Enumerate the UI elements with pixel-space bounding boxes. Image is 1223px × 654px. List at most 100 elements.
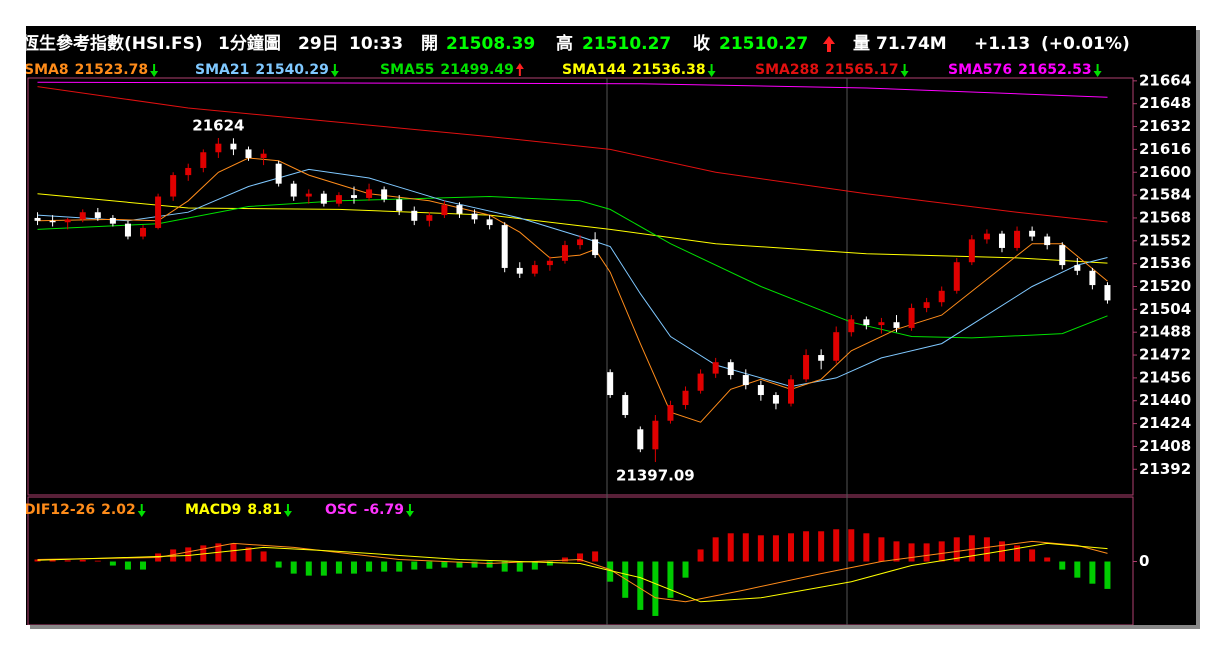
legend-name: DIF12-26: [24, 502, 95, 518]
histogram-bar: [335, 561, 342, 574]
histogram-bar: [637, 561, 644, 610]
candle-body: [1104, 285, 1111, 301]
candle-body: [185, 167, 192, 176]
candle-body: [320, 193, 327, 204]
candle-body: [592, 239, 599, 256]
legend-value: 8.81: [247, 502, 282, 518]
legend-entry: MACD9 8.81: [185, 502, 282, 518]
histogram-bar: [1044, 557, 1051, 562]
y-tick-label: 21424: [1139, 414, 1191, 432]
candle-body: [833, 332, 840, 361]
candle-body: [79, 212, 86, 220]
candle-body: [788, 379, 795, 404]
y-tick-label: 21664: [1139, 71, 1191, 89]
histogram-bar: [170, 549, 177, 562]
y-tick-label: 21392: [1139, 460, 1191, 478]
histogram-bar: [230, 543, 237, 562]
trend-arrow: [707, 64, 716, 77]
header-value: 21508.39: [446, 34, 535, 54]
trend-arrow: [283, 504, 292, 517]
histogram-bar: [185, 547, 192, 562]
candle-body: [908, 307, 915, 328]
legend-value: -6.79: [364, 502, 404, 518]
header-label: 高: [556, 33, 573, 54]
histogram-bar: [833, 529, 840, 562]
histogram-bar: [848, 529, 855, 562]
candle-body: [878, 322, 885, 326]
trend-arrow: [515, 63, 524, 76]
legend-name: SMA8: [24, 62, 69, 78]
y-tick-label: 21552: [1139, 231, 1191, 249]
legend-value: 21499.49: [440, 62, 514, 78]
trend-arrow: [137, 504, 146, 517]
histogram-bar: [983, 537, 990, 562]
header-value: 21510.27: [582, 34, 671, 54]
candle-body: [757, 385, 764, 396]
candle-body: [1044, 236, 1051, 246]
trend-arrow: [150, 64, 159, 77]
histogram-bar: [1059, 561, 1066, 570]
candle-body: [200, 152, 207, 168]
trend-arrow: [823, 36, 835, 52]
candle-body: [155, 196, 162, 228]
candle-body: [998, 233, 1005, 248]
candle-body: [456, 205, 463, 214]
candle-body: [305, 193, 312, 197]
candle-body: [64, 219, 71, 223]
header-label: 開: [421, 34, 438, 54]
candle-body: [848, 319, 855, 333]
header-value: (+0.01%): [1041, 34, 1130, 54]
histogram-bar: [863, 533, 870, 562]
histogram-bar: [350, 561, 357, 574]
histogram-bar: [908, 543, 915, 562]
legend-entry: OSC -6.79: [325, 502, 404, 518]
candle-body: [968, 239, 975, 263]
histogram-bar: [381, 561, 388, 572]
legend-entry: SMA144 21536.38: [562, 62, 706, 78]
header-time: 10:33: [349, 34, 403, 54]
header-value: 21510.27: [719, 34, 808, 54]
histogram-bar: [1089, 561, 1096, 584]
candle-body: [109, 217, 116, 224]
histogram-bar: [818, 531, 825, 562]
indicator-line: [37, 168, 1108, 388]
legend-name: SMA144: [562, 62, 626, 78]
histogram-bar: [456, 561, 463, 568]
candle-body: [230, 143, 237, 150]
candle-body: [983, 233, 990, 240]
header-value: 71.74M: [876, 34, 947, 54]
histogram-bar: [577, 553, 584, 562]
histogram-bar: [94, 560, 101, 562]
histogram-bar: [938, 541, 945, 562]
histogram-bar: [1074, 561, 1081, 578]
candle-body: [803, 355, 810, 380]
candle-body: [215, 143, 222, 153]
histogram-bar: [109, 561, 116, 566]
histogram-bar: [245, 547, 252, 562]
y-tick-label: 21472: [1139, 346, 1191, 364]
y-tick-label: 21536: [1139, 254, 1191, 272]
indicator-line: [37, 540, 1108, 603]
histogram-bar: [140, 561, 147, 570]
histogram-bar: [546, 561, 553, 566]
high-label: 21624: [192, 116, 244, 134]
histogram-bar: [516, 561, 523, 572]
histogram-bar: [1029, 549, 1036, 562]
y-tick-label: 21488: [1139, 323, 1191, 341]
candle-body: [577, 239, 584, 246]
candle-body: [49, 220, 56, 223]
histogram-bar: [411, 561, 418, 570]
legend-entry: SMA576 21652.53: [948, 62, 1092, 78]
trend-arrow: [900, 64, 909, 77]
candle-body: [546, 260, 553, 266]
candle-body: [637, 429, 644, 450]
legend-name: SMA21: [195, 62, 249, 78]
candle-body: [607, 372, 614, 396]
histogram-bar: [923, 543, 930, 562]
y-tick-label: 21600: [1139, 163, 1191, 181]
header-value: +1.13: [974, 34, 1030, 54]
trend-arrow: [405, 504, 414, 517]
candle-body: [622, 395, 629, 416]
candle-body: [94, 212, 101, 218]
